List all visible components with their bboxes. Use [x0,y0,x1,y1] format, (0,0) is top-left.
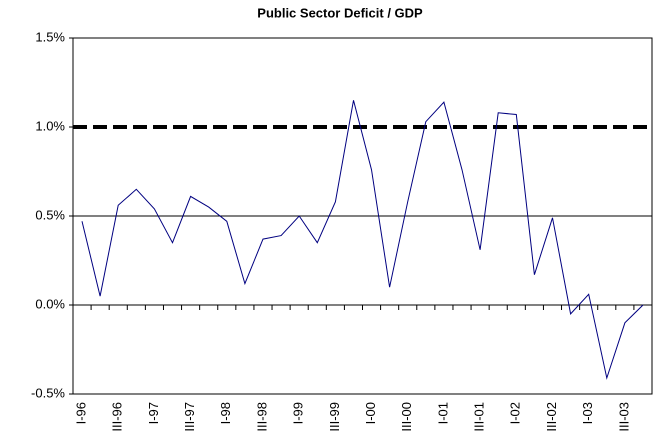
y-tick-label: 0.0% [35,296,65,311]
x-tick-label: III-01 [472,402,487,432]
y-tick-label: 1.0% [35,118,65,133]
x-tick-label: III-98 [254,402,269,432]
x-tick-label: I-98 [218,402,233,424]
x-tick-label: III-97 [182,402,197,432]
x-tick-label: I-96 [73,402,88,424]
y-tick-label: 0.5% [35,207,65,222]
x-tick-label: I-00 [363,402,378,424]
x-tick-label: I-03 [580,402,595,424]
x-tick-label: I-01 [435,402,450,424]
y-tick-label: 1.5% [35,29,65,44]
x-tick-label: III-02 [544,402,559,432]
x-tick-label: I-97 [146,402,161,424]
x-tick-label: III-96 [110,402,125,432]
data-line [81,100,644,380]
y-tick-label: -0.5% [31,385,65,400]
x-tick-label: III-99 [327,402,342,432]
x-tick-label: I-99 [291,402,306,424]
x-tick-label: III-00 [399,402,414,432]
x-tick-label: III-03 [616,402,631,432]
x-tick-label: I-02 [508,402,523,424]
chart-title: Public Sector Deficit / GDP [257,5,423,20]
